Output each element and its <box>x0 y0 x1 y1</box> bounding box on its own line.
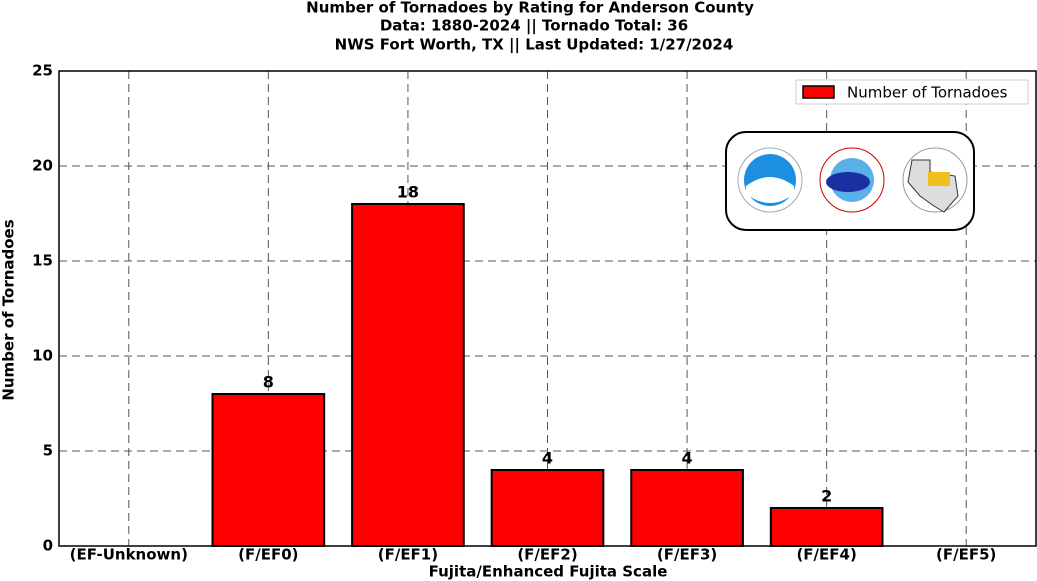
chart-subtitle-2: NWS Fort Worth, TX || Last Updated: 1/27… <box>335 36 734 55</box>
chart-subtitle: Data: 1880-2024 || Tornado Total: 36 <box>380 17 688 36</box>
x-axis-label: Fujita/Enhanced Fujita Scale <box>429 563 668 581</box>
x-tick-label: (F/EF3) <box>657 546 717 564</box>
x-tick-label: (EF-Unknown) <box>70 546 188 564</box>
data-label: 4 <box>542 449 553 468</box>
plot-frame <box>58 70 1037 547</box>
legend-label: Number of Tornadoes <box>847 84 1008 102</box>
y-tick-label: 15 <box>32 252 53 270</box>
noaa-logo-bird <box>746 177 794 203</box>
data-label: 8 <box>263 373 274 392</box>
bar <box>769 507 884 547</box>
y-tick-label: 25 <box>32 62 53 80</box>
legend: Number of Tornadoes <box>795 79 1029 105</box>
bar <box>490 469 605 547</box>
x-tick-label: (F/EF4) <box>796 546 856 564</box>
legend-swatch <box>802 85 835 99</box>
y-axis-label: Number of Tornadoes <box>0 219 18 400</box>
nws-logo-cloud <box>826 172 870 192</box>
x-tick-label: (F/EF1) <box>378 546 438 564</box>
y-tick-label: 5 <box>43 442 53 460</box>
data-label: 2 <box>821 487 832 506</box>
x-tick-label: (F/EF0) <box>238 546 298 564</box>
data-label: 4 <box>682 449 693 468</box>
x-tick-label: (F/EF2) <box>517 546 577 564</box>
y-tick-label: 10 <box>32 347 53 365</box>
bar <box>211 393 326 547</box>
data-label: 18 <box>397 183 419 202</box>
y-tick-label: 20 <box>32 157 53 175</box>
chart-title: Number of Tornadoes by Rating for Anders… <box>306 0 754 17</box>
x-tick-label: (F/EF5) <box>936 546 996 564</box>
wfo-logo-area <box>928 172 950 186</box>
bar <box>351 203 465 547</box>
plot-area: 0 5 10 15 20 25 (EF-Unknown) (F/EF0) (F/EF1) (F/E… <box>32 62 1037 564</box>
logo <box>725 131 975 231</box>
bar <box>630 469 744 547</box>
y-tick-label: 0 <box>43 537 53 555</box>
